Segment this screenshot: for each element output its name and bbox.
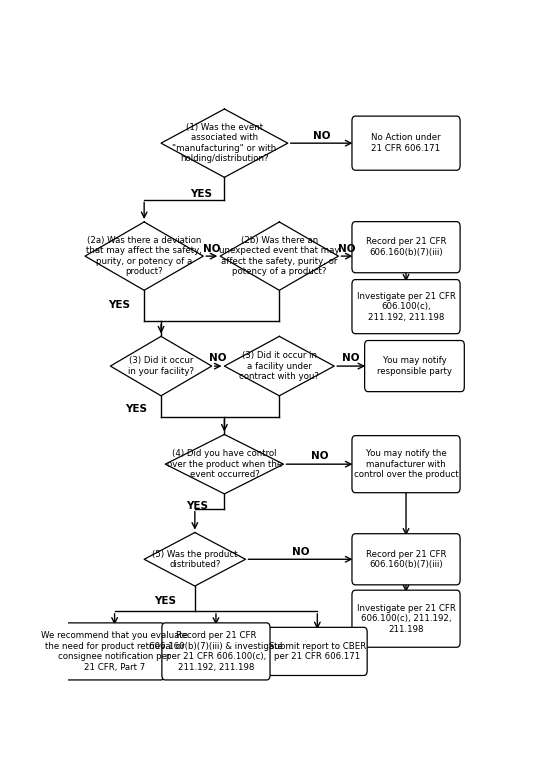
Text: YES: YES	[154, 596, 176, 606]
Text: No Action under
21 CFR 606.171: No Action under 21 CFR 606.171	[371, 134, 441, 153]
Text: (5) Was the product
distributed?: (5) Was the product distributed?	[152, 550, 238, 569]
Text: We recommend that you evaluate
the need for product retrieval or
consignee notif: We recommend that you evaluate the need …	[41, 631, 188, 672]
FancyBboxPatch shape	[268, 628, 367, 676]
Text: NO: NO	[292, 547, 309, 557]
Text: YES: YES	[108, 300, 130, 310]
Text: Record per 21 CFR
606.160(b)(7)(iii) & investigate
per 21 CFR 606.100(c),
211.19: Record per 21 CFR 606.160(b)(7)(iii) & i…	[149, 631, 283, 672]
FancyBboxPatch shape	[352, 279, 460, 334]
FancyBboxPatch shape	[352, 222, 460, 273]
Text: NO: NO	[338, 244, 356, 254]
Text: YES: YES	[186, 501, 208, 511]
Text: You may notify the
manufacturer with
control over the product: You may notify the manufacturer with con…	[354, 449, 458, 479]
Text: (4) Did you have control
over the product when the
event occurred?: (4) Did you have control over the produc…	[167, 449, 282, 479]
FancyBboxPatch shape	[352, 533, 460, 585]
Text: YES: YES	[190, 188, 212, 198]
FancyBboxPatch shape	[352, 116, 460, 170]
Text: You may notify
responsible party: You may notify responsible party	[377, 357, 452, 376]
FancyBboxPatch shape	[352, 435, 460, 493]
Text: NO: NO	[311, 452, 328, 462]
Text: (3) Did it occur
in your facility?: (3) Did it occur in your facility?	[128, 357, 194, 376]
Text: NO: NO	[313, 131, 330, 141]
FancyBboxPatch shape	[352, 590, 460, 647]
Text: YES: YES	[125, 404, 147, 414]
Text: Record per 21 CFR
606.160(b)(7)(iii): Record per 21 CFR 606.160(b)(7)(iii)	[366, 550, 446, 569]
Text: (2a) Was there a deviation
that may affect the safety,
purity, or potency of a
p: (2a) Was there a deviation that may affe…	[86, 236, 202, 276]
Text: (1) Was the event
associated with
"manufacturing" or with
holding/distribution?: (1) Was the event associated with "manuf…	[172, 123, 276, 163]
Text: Record per 21 CFR
606.160(b)(7)(iii): Record per 21 CFR 606.160(b)(7)(iii)	[366, 238, 446, 257]
FancyBboxPatch shape	[65, 623, 165, 680]
Text: NO: NO	[209, 354, 227, 364]
Text: Submit report to CBER
per 21 CFR 606.171: Submit report to CBER per 21 CFR 606.171	[269, 642, 366, 661]
Text: (2b) Was there an
unexpected event that may
affect the safety, purity, or
potenc: (2b) Was there an unexpected event that …	[219, 236, 340, 276]
Text: Investigate per 21 CFR
606.100(c), 211.192,
211.198: Investigate per 21 CFR 606.100(c), 211.1…	[356, 604, 456, 634]
FancyBboxPatch shape	[162, 623, 270, 680]
Text: NO: NO	[342, 354, 360, 364]
FancyBboxPatch shape	[365, 340, 464, 391]
Text: (3) Did it occur in
a facility under
contract with you?: (3) Did it occur in a facility under con…	[239, 351, 319, 381]
Text: Investigate per 21 CFR
606.100(c),
211.192, 211.198: Investigate per 21 CFR 606.100(c), 211.1…	[356, 292, 456, 322]
Text: NO: NO	[203, 244, 221, 254]
